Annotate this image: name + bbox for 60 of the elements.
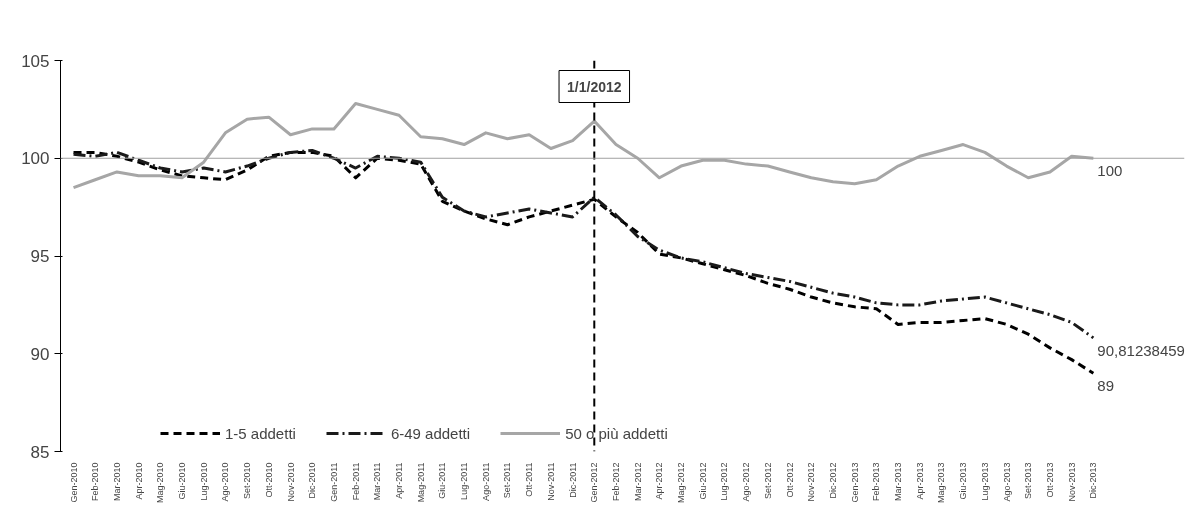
x-tick-label: Apr-2011 xyxy=(394,462,404,499)
y-tick-label: 90 xyxy=(30,344,50,364)
x-tick-label: Mar-2010 xyxy=(111,462,122,502)
x-tick-label: Mag-2010 xyxy=(155,462,166,504)
x-tick-label: Lug-2013 xyxy=(979,462,990,501)
x-tick-label: Lug-2012 xyxy=(719,462,730,501)
data-label: 100 xyxy=(1097,162,1123,180)
x-tick-label: Mag-2013 xyxy=(936,462,947,504)
x-tick-label: Mar-2012 xyxy=(632,462,643,502)
x-tick-label: Lug-2010 xyxy=(198,462,209,501)
x-tick-label: Dic-2011 xyxy=(567,462,578,498)
x-tick-label: Ott-2013 xyxy=(1044,462,1055,498)
x-tick-label: Ott-2012 xyxy=(784,462,795,498)
x-tick-label: Feb-2010 xyxy=(90,462,101,502)
x-tick-label: Ott-2010 xyxy=(263,462,274,498)
x-tick-label: Apr-2010 xyxy=(133,462,144,500)
x-tick-label: Dic-2013 xyxy=(1088,462,1099,499)
x-tick-label: Set-2011 xyxy=(502,462,513,499)
x-tick-label: Giu-2012 xyxy=(697,462,708,500)
x-tick-label: Gen-2013 xyxy=(849,462,860,503)
x-tick-label: Nov-2010 xyxy=(285,462,296,502)
x-tick-label: Gen-2010 xyxy=(68,462,79,503)
x-tick-label: Ago-2013 xyxy=(1001,462,1012,502)
x-tick-label: Set-2010 xyxy=(242,462,253,500)
x-tick-label: Feb-2013 xyxy=(871,462,882,502)
x-tick-label: Dic-2012 xyxy=(827,462,838,499)
x-tick-label: Ott-2011 xyxy=(524,462,535,497)
y-tick-label: 105 xyxy=(21,51,50,71)
legend-label: 1-5 addetti xyxy=(225,424,296,442)
data-label: 90,81238459 xyxy=(1097,341,1185,359)
y-tick-label: 85 xyxy=(30,442,50,462)
x-tick-label: Dic-2010 xyxy=(307,462,318,499)
x-tick-label: Giu-2011 xyxy=(437,462,448,499)
legend-label: 50 o più addetti xyxy=(565,424,668,442)
x-tick-label: Gen-2012 xyxy=(589,462,600,503)
x-tick-label: Apr-2012 xyxy=(654,462,665,500)
y-tick-label: 95 xyxy=(30,247,50,266)
x-tick-label: Mag-2011 xyxy=(415,462,426,503)
x-tick-label: Feb-2012 xyxy=(610,462,621,502)
x-tick-label: Nov-2011 xyxy=(545,462,556,501)
x-tick-label: Nov-2012 xyxy=(806,462,817,502)
x-tick-label: Apr-2013 xyxy=(914,462,925,500)
x-tick-label: Set-2013 xyxy=(1023,462,1034,500)
x-tick-label: Feb-2011 xyxy=(350,462,361,501)
y-tick-label: 100 xyxy=(21,149,50,169)
x-tick-label: Ago-2012 xyxy=(741,462,752,502)
x-tick-label: Mar-2011 xyxy=(372,462,383,501)
data-label: 89 xyxy=(1097,377,1115,395)
x-tick-label: Nov-2013 xyxy=(1066,462,1077,502)
x-tick-label: Ago-2011 xyxy=(480,462,491,501)
legend-label: 6-49 addetti xyxy=(390,424,471,442)
x-tick-label: Giu-2010 xyxy=(177,462,188,500)
x-tick-label: Mag-2012 xyxy=(676,462,687,504)
x-tick-label: Gen-2011 xyxy=(328,462,339,502)
x-tick-label: Set-2012 xyxy=(762,462,773,500)
x-tick-label: Lug-2011 xyxy=(459,462,470,500)
x-tick-label: Ago-2010 xyxy=(220,462,231,502)
ref-line-label: 1/1/2012 xyxy=(567,78,622,95)
x-tick-label: Mar-2013 xyxy=(893,462,904,502)
x-tick-label: Giu-2013 xyxy=(958,462,969,500)
